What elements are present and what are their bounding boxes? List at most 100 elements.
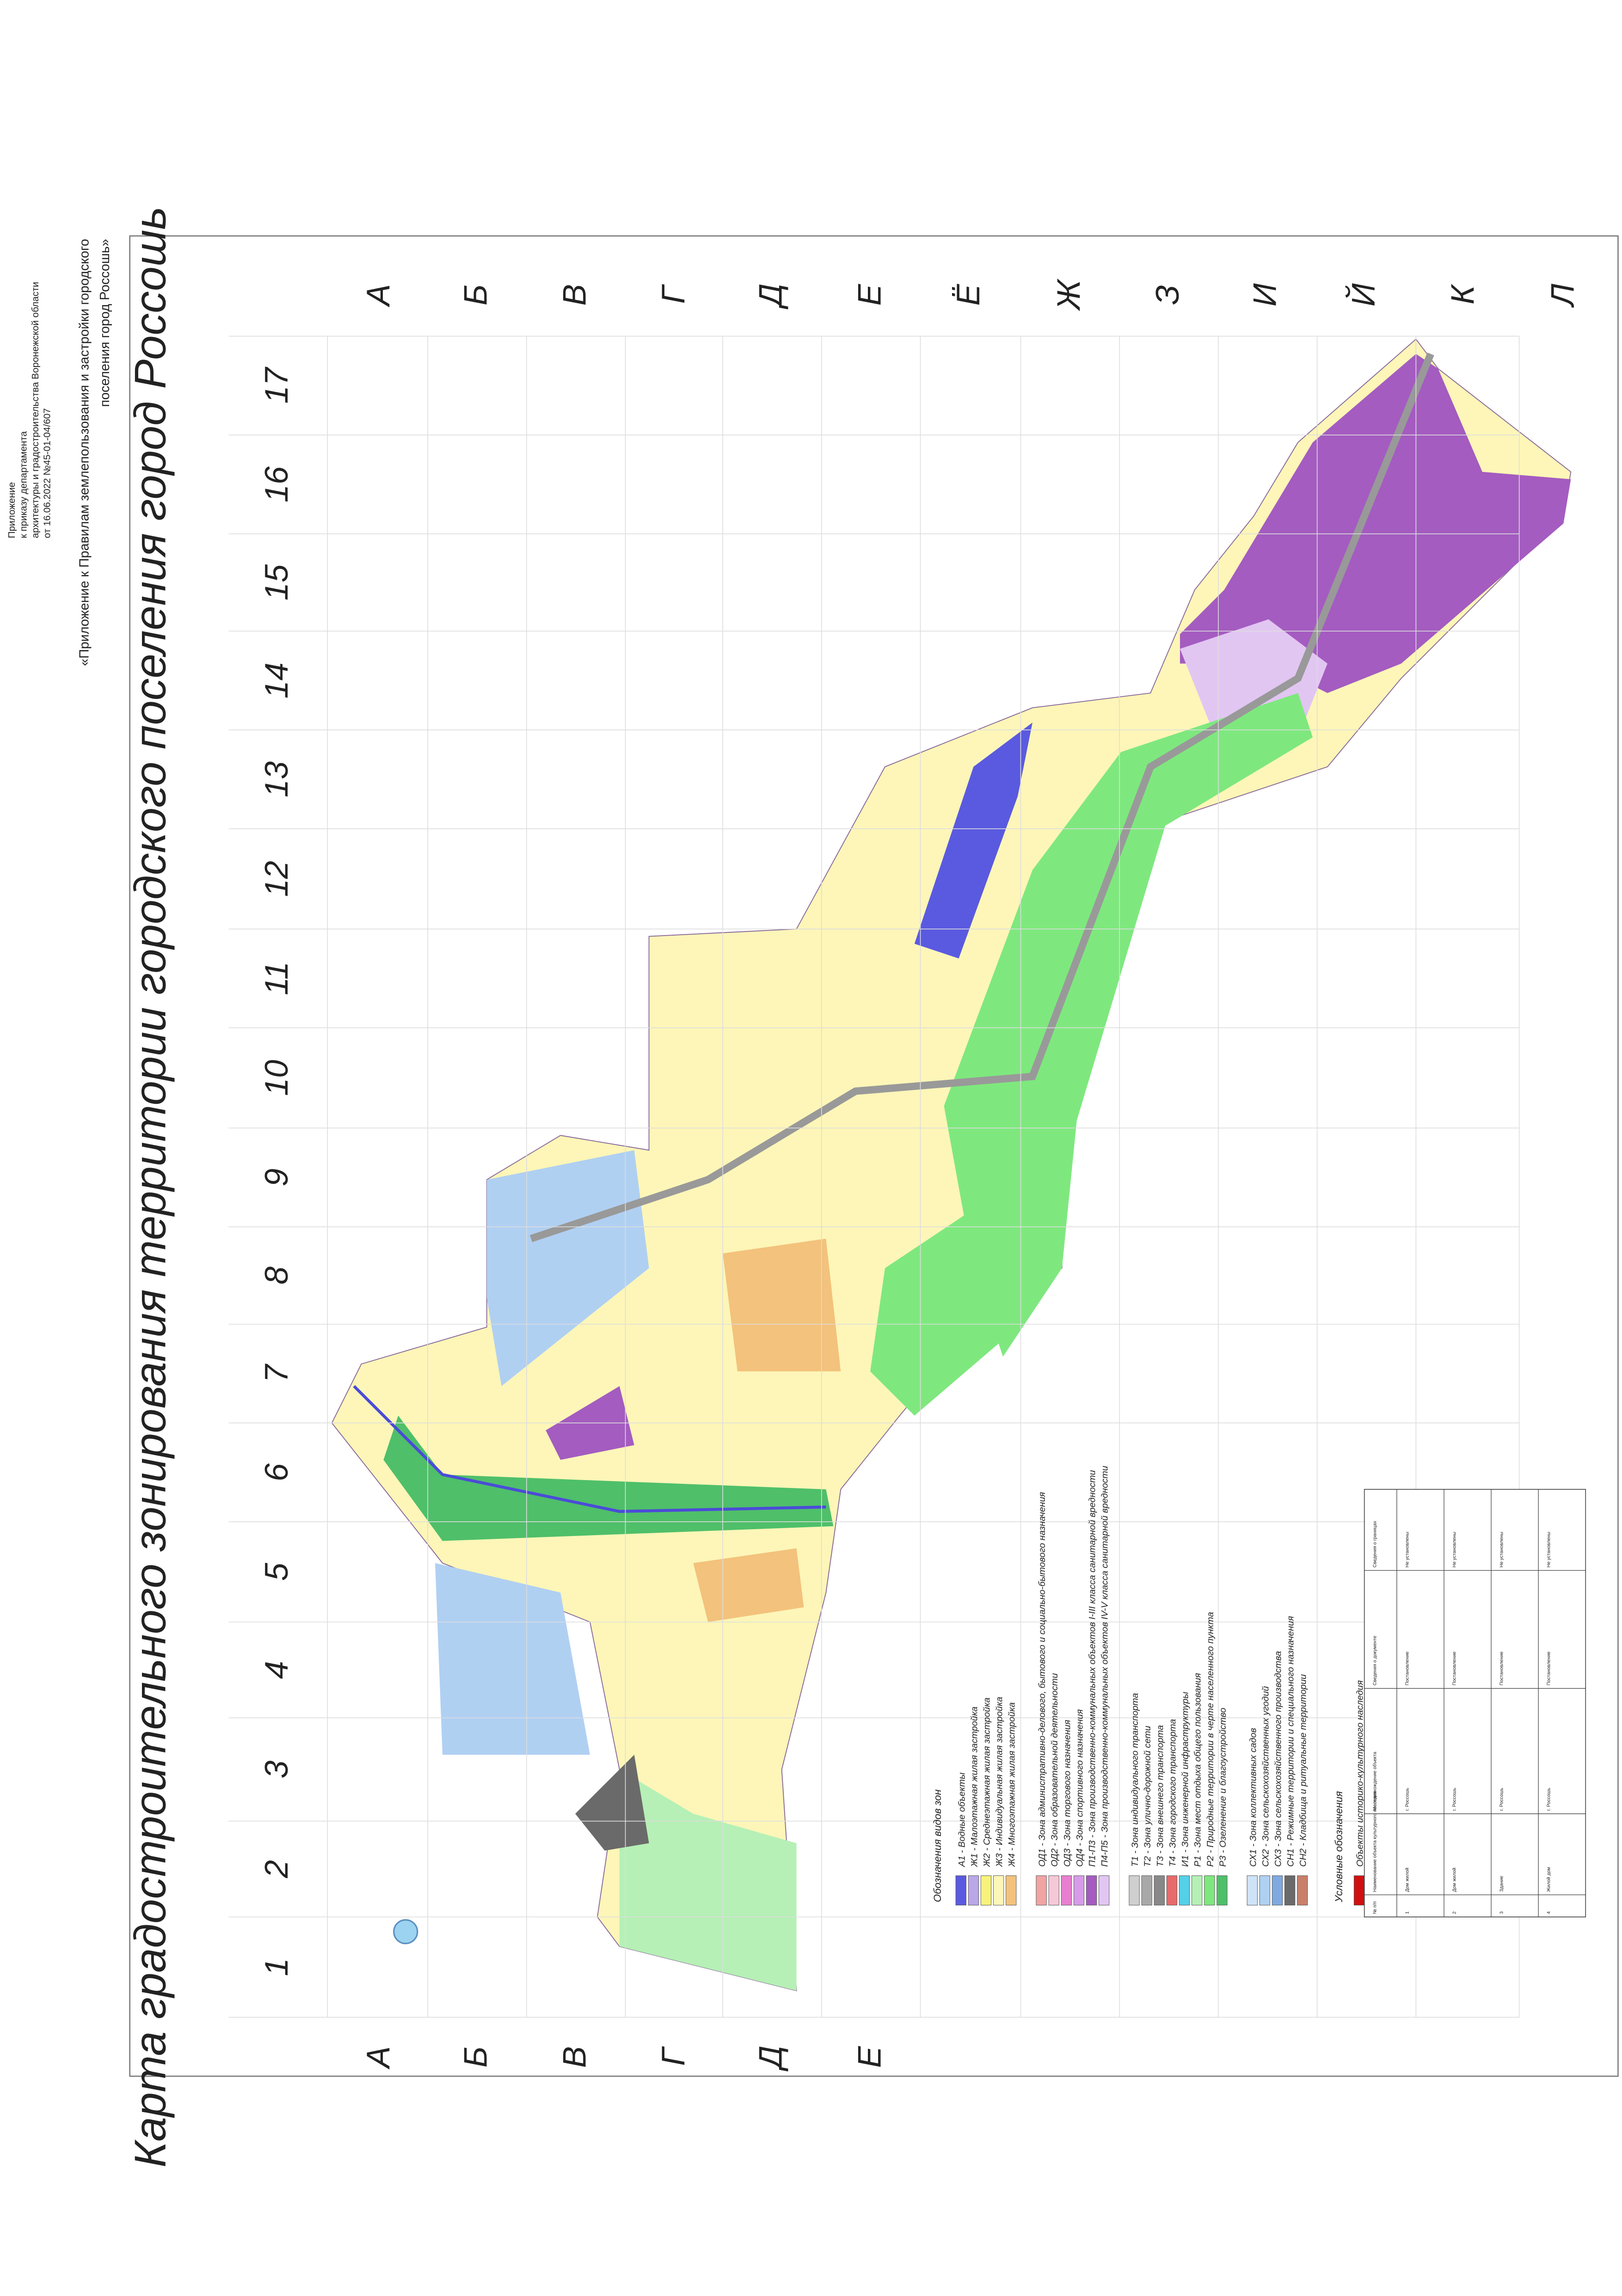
column-number: 13 [258, 761, 295, 797]
column-number: 14 [258, 662, 295, 698]
legend-label: СН1 - Режимные территории и специального… [1286, 1616, 1296, 1867]
sheet-content: Приложение к приказу департамента архитект… [6, 207, 1619, 2167]
column-number: 1 [258, 1958, 295, 1976]
row-letter: Г [655, 284, 691, 304]
table-cell: г. Россошь [1547, 1788, 1552, 1811]
legend-label: Ж4 - Многоэтажная жилая застройка [1007, 1702, 1017, 1867]
legend-swatch [1297, 1875, 1308, 1905]
row-letter: Й [1345, 283, 1382, 306]
row-letter: Д [752, 2045, 789, 2071]
row-letter: Е [851, 2045, 887, 2068]
row-letter: Л [1544, 283, 1581, 308]
table-cell: 4 [1547, 1911, 1552, 1914]
table-cell: Здание [1499, 1876, 1505, 1892]
table-cell: Не установлены [1452, 1532, 1457, 1567]
legend-label: Т4 - Зона городского транспорта [1167, 1719, 1178, 1867]
legend-label: ОД3 - Зона торгового назначения [1062, 1720, 1072, 1867]
column-number: 12 [258, 861, 295, 897]
legend-swatch [968, 1875, 979, 1905]
city-map [331, 338, 1572, 1991]
legend-swatch [1179, 1875, 1190, 1905]
legend-label: ОД4 - Зона спортивного назначения [1075, 1709, 1085, 1867]
legend-swatch [1166, 1875, 1178, 1905]
row-letter: З [1149, 285, 1186, 305]
row-letter: Д [752, 283, 789, 309]
column-number: 17 [258, 366, 295, 404]
legend-label: Р1 - Зона мест отдыха общего пользования [1193, 1673, 1203, 1867]
legend-label: ОД1 - Зона административно-делового, быт… [1037, 1492, 1047, 1867]
legend-label: Ж3 - Индивидуальная жилая застройка [995, 1697, 1005, 1867]
header-line: от 16.06.2022 №45-01-04/607 [42, 408, 52, 538]
legend-swatch [1272, 1875, 1283, 1905]
row-letter: И [1246, 283, 1283, 306]
legend-swatch [980, 1875, 992, 1905]
center-zone [693, 1548, 804, 1622]
legend-swatch [1192, 1875, 1203, 1905]
table-cell: 1 [1405, 1911, 1410, 1914]
legend-swatch [1204, 1875, 1215, 1905]
legend-label: И1 - Зона инженерной инфраструктуры [1180, 1692, 1191, 1867]
conditions-heading: Условные обозначения [1333, 1791, 1345, 1903]
column-number: 3 [258, 1760, 295, 1778]
column-number: 5 [258, 1562, 295, 1581]
green-zone [870, 1209, 1032, 1416]
header-line: к приказу департамента [18, 431, 29, 538]
column-number: 15 [258, 564, 295, 600]
row-letter: Б [457, 2046, 494, 2068]
frame [129, 235, 1619, 2077]
table-header: Местонахождение объекта [1372, 1751, 1377, 1811]
column-number: 9 [258, 1169, 295, 1187]
table-cell: 3 [1499, 1911, 1505, 1914]
legend-swatch [955, 1875, 966, 1905]
map-title: Карта градостроительного зонирования тер… [125, 207, 175, 2167]
column-number: 16 [258, 466, 295, 502]
compass [393, 1919, 418, 1945]
legend-swatch [1154, 1875, 1165, 1905]
legend-label: Т2 - Зона улично-дорожной сети [1143, 1726, 1153, 1867]
industrial-zone [1180, 354, 1571, 693]
table-cell: Постановление [1452, 1651, 1457, 1685]
header-line: архитектуры и градостроительства Воронеж… [30, 282, 41, 539]
row-letter: Б [457, 284, 494, 306]
table-header: Сведения о документе [1372, 1635, 1377, 1685]
legend-swatch [1073, 1875, 1085, 1905]
legend-swatch [1036, 1875, 1047, 1905]
row-letter: В [556, 2046, 592, 2068]
legend-swatch [1247, 1875, 1258, 1905]
legend-label: СХ1 - Зона коллективных садов [1248, 1728, 1258, 1867]
column-number: 2 [258, 1860, 295, 1879]
row-letter: А [360, 284, 396, 308]
legend-label: Р3 - Озеленение и благоустройство [1218, 1708, 1228, 1867]
row-letter: Г [655, 2046, 691, 2066]
table-cell: 2 [1452, 1911, 1457, 1914]
legend-label: Ж1 - Малоэтажная жилая застройка [969, 1707, 979, 1867]
legend-swatch [993, 1875, 1004, 1905]
table-cell: Постановление [1405, 1651, 1410, 1685]
table-cell: г. Россошь [1499, 1788, 1505, 1811]
legend-label: Объекты историко-культурного наследия [1355, 1680, 1365, 1867]
legend-label: Р2 - Природные территории в черте населе… [1205, 1612, 1216, 1867]
legend-swatch [1048, 1875, 1059, 1905]
legend-label: П1-П3 - Зона производственно-коммунальны… [1087, 1470, 1098, 1867]
water-zone [914, 722, 1032, 959]
agri-zone [435, 1563, 590, 1755]
table-border [1364, 1489, 1586, 1917]
legend-swatch [1141, 1875, 1152, 1905]
table-cell: Жилой дом [1547, 1867, 1552, 1892]
table-cell: г. Россошь [1452, 1788, 1457, 1811]
legend-label: СХ2 - Зона сельскохозяйственных угодий [1260, 1686, 1271, 1867]
row-letter: Ж [1050, 278, 1087, 311]
legend-swatch [1099, 1875, 1110, 1905]
legend-label: Т1 - Зона индивидуального транспорта [1130, 1693, 1140, 1867]
legend-swatch [1129, 1875, 1140, 1905]
legend-swatch [1086, 1875, 1097, 1905]
center-zone [723, 1238, 841, 1371]
recreation-zone [619, 1769, 797, 1991]
table-cell: Постановление [1499, 1651, 1505, 1685]
appendix-line: поселения город Россошь» [98, 239, 112, 407]
row-letter: А [360, 2046, 396, 2070]
table-cell: Дом жилой [1405, 1867, 1410, 1892]
table-cell: Постановление [1547, 1651, 1552, 1685]
column-number: 7 [258, 1363, 295, 1383]
